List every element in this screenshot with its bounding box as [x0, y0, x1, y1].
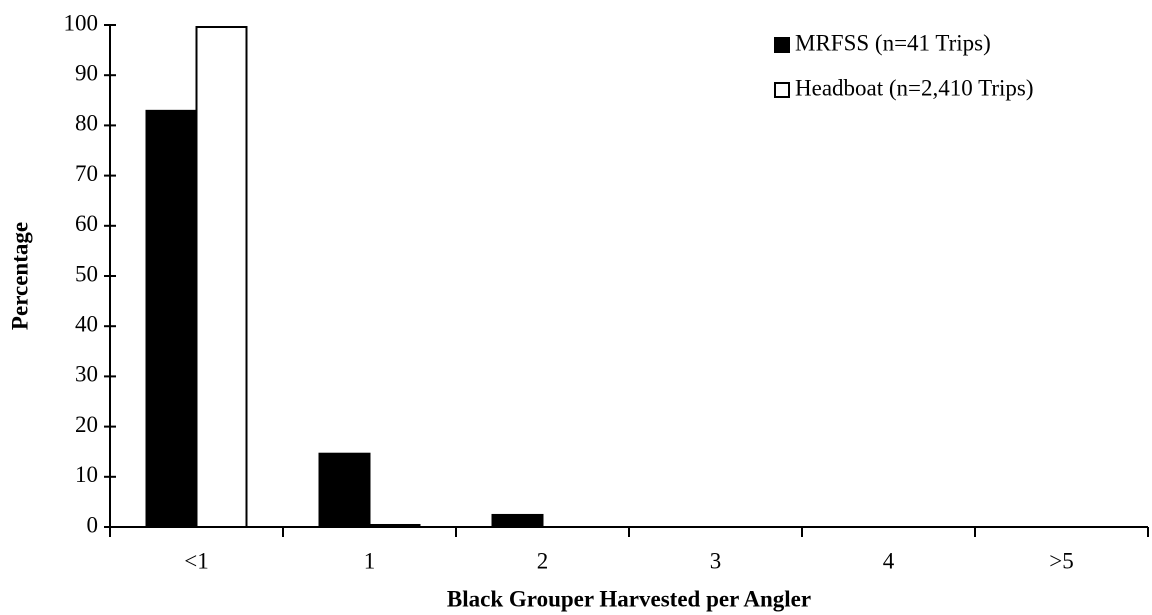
y-axis-label: Percentage	[7, 222, 32, 330]
y-tick-label: 50	[75, 261, 98, 286]
bar	[491, 513, 544, 529]
bar	[318, 452, 371, 529]
bar	[145, 109, 198, 528]
y-tick-label: 10	[75, 462, 98, 487]
bar	[195, 26, 248, 529]
x-tick-label: <1	[184, 548, 208, 573]
y-tick-label: 70	[75, 161, 98, 186]
x-tick-label: >5	[1049, 548, 1073, 573]
y-tick-label: 60	[75, 211, 98, 236]
y-tick-label: 30	[75, 362, 98, 387]
x-axis-label: Black Grouper Harvested per Angler	[447, 586, 811, 611]
legend-label: MRFSS (n=41 Trips)	[795, 30, 991, 55]
x-tick-label: 2	[537, 548, 549, 573]
legend-swatch	[774, 82, 790, 98]
legend-label: Headboat (n=2,410 Trips)	[795, 75, 1034, 100]
legend-swatch	[774, 37, 790, 53]
y-tick-label: 40	[75, 311, 98, 336]
bar	[368, 523, 421, 529]
x-tick-label: 4	[883, 548, 895, 573]
x-tick-label: 1	[364, 548, 376, 573]
y-tick-label: 0	[87, 512, 99, 537]
y-tick-label: 20	[75, 412, 98, 437]
y-tick-label: 80	[75, 111, 98, 136]
y-tick-label: 90	[75, 60, 98, 85]
y-tick-label: 100	[64, 10, 99, 35]
x-tick-label: 3	[710, 548, 722, 573]
